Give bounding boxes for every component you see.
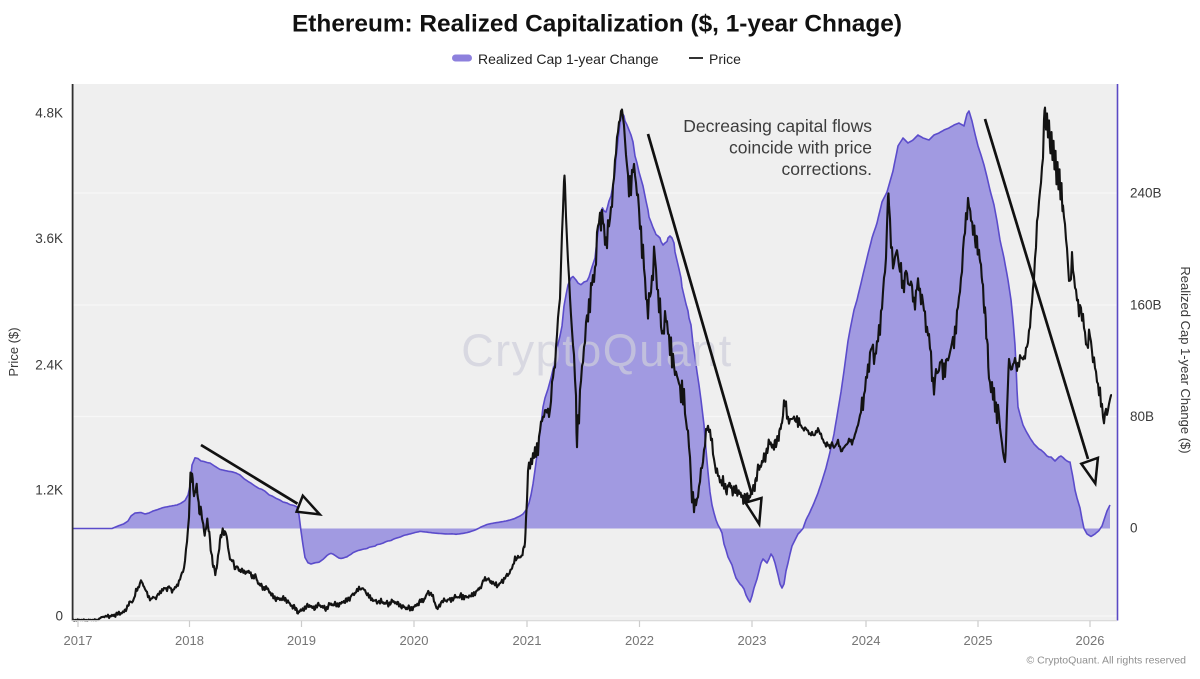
svg-text:2022: 2022: [625, 633, 654, 648]
svg-text:160B: 160B: [1130, 298, 1162, 313]
svg-text:4.8K: 4.8K: [35, 106, 63, 121]
svg-text:0: 0: [55, 609, 63, 624]
svg-text:0: 0: [1130, 521, 1138, 536]
svg-text:2026: 2026: [1076, 633, 1105, 648]
svg-text:2024: 2024: [852, 633, 881, 648]
svg-text:2023: 2023: [738, 633, 767, 648]
svg-text:corrections.: corrections.: [782, 159, 872, 179]
svg-text:CryptoQuant: CryptoQuant: [461, 325, 733, 376]
svg-text:Ethereum: Realized Capitalizat: Ethereum: Realized Capitalization ($, 1-…: [292, 11, 902, 38]
svg-text:240B: 240B: [1130, 186, 1162, 201]
svg-text:coincide with price: coincide with price: [729, 138, 872, 158]
svg-text:Price: Price: [709, 51, 741, 67]
svg-text:2021: 2021: [513, 633, 542, 648]
svg-text:2017: 2017: [64, 633, 93, 648]
svg-text:Realized Cap 1-year Change ($): Realized Cap 1-year Change ($): [1178, 266, 1193, 453]
svg-text:1.2K: 1.2K: [35, 483, 63, 498]
svg-text:Decreasing capital flows: Decreasing capital flows: [683, 116, 872, 136]
svg-text:2020: 2020: [400, 633, 429, 648]
svg-text:© CryptoQuant. All rights rese: © CryptoQuant. All rights reserved: [1027, 655, 1187, 667]
svg-text:80B: 80B: [1130, 409, 1154, 424]
svg-text:2018: 2018: [175, 633, 204, 648]
svg-text:2019: 2019: [287, 633, 316, 648]
svg-text:2.4K: 2.4K: [35, 358, 63, 373]
svg-text:2025: 2025: [964, 633, 993, 648]
svg-text:3.6K: 3.6K: [35, 231, 63, 246]
svg-text:Realized Cap 1-year Change: Realized Cap 1-year Change: [478, 51, 659, 67]
svg-text:Price ($): Price ($): [6, 327, 21, 376]
